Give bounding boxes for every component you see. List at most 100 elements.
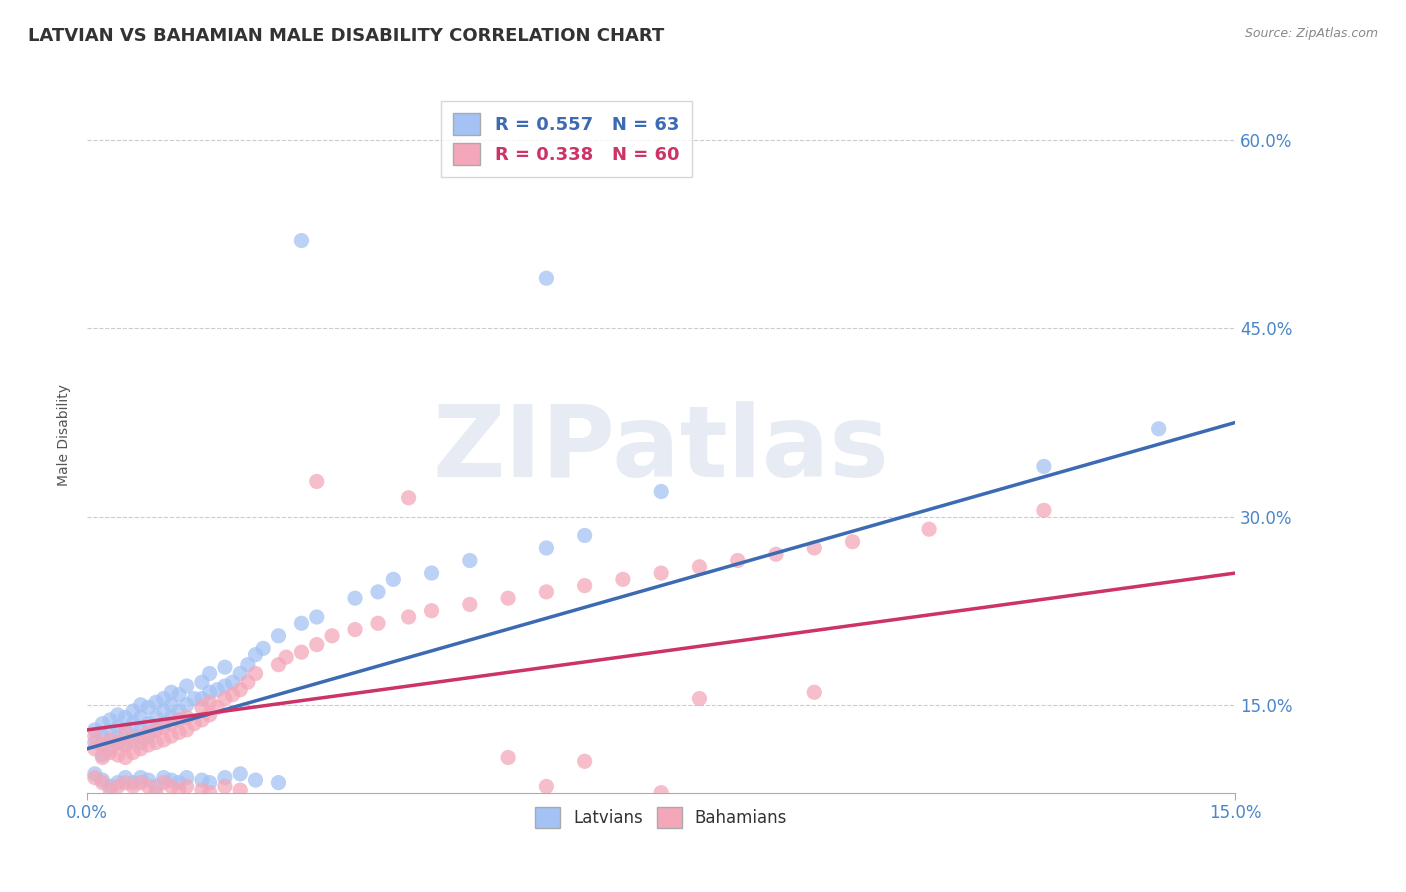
Point	[107, 735, 129, 749]
Point	[129, 771, 152, 785]
Point	[91, 738, 114, 752]
Point	[688, 559, 710, 574]
Point	[98, 713, 121, 727]
Point	[122, 729, 145, 743]
Point	[214, 691, 236, 706]
Y-axis label: Male Disability: Male Disability	[58, 384, 72, 486]
Point	[114, 738, 136, 752]
Point	[367, 585, 389, 599]
Point	[267, 657, 290, 672]
Point	[214, 679, 236, 693]
Point	[727, 553, 749, 567]
Point	[129, 735, 152, 749]
Point	[650, 484, 672, 499]
Point	[145, 695, 167, 709]
Point	[191, 675, 214, 690]
Point	[176, 771, 198, 785]
Point	[114, 750, 136, 764]
Point	[160, 698, 183, 712]
Point	[214, 660, 236, 674]
Point	[191, 713, 214, 727]
Text: LATVIAN VS BAHAMIAN MALE DISABILITY CORRELATION CHART: LATVIAN VS BAHAMIAN MALE DISABILITY CORR…	[28, 27, 665, 45]
Point	[191, 773, 214, 788]
Point	[145, 723, 167, 737]
Point	[98, 725, 121, 739]
Point	[290, 616, 312, 631]
Point	[245, 648, 267, 662]
Point	[167, 775, 190, 789]
Point	[574, 579, 596, 593]
Point	[183, 716, 205, 731]
Point	[107, 735, 129, 749]
Point	[122, 775, 145, 789]
Point	[145, 780, 167, 794]
Point	[420, 604, 443, 618]
Point	[229, 666, 252, 681]
Point	[83, 741, 105, 756]
Point	[145, 735, 167, 749]
Point	[83, 729, 105, 743]
Point	[114, 725, 136, 739]
Point	[91, 747, 114, 762]
Point	[122, 733, 145, 747]
Point	[129, 729, 152, 743]
Point	[252, 641, 274, 656]
Point	[841, 534, 863, 549]
Point	[145, 723, 167, 737]
Point	[114, 771, 136, 785]
Point	[114, 738, 136, 752]
Point	[229, 767, 252, 781]
Point	[160, 773, 183, 788]
Point	[138, 729, 160, 743]
Point	[167, 713, 190, 727]
Point	[1147, 422, 1170, 436]
Point	[367, 616, 389, 631]
Point	[191, 691, 214, 706]
Point	[207, 682, 229, 697]
Point	[152, 704, 174, 718]
Point	[191, 783, 214, 797]
Point	[183, 691, 205, 706]
Point	[207, 700, 229, 714]
Point	[114, 710, 136, 724]
Point	[83, 767, 105, 781]
Point	[458, 598, 481, 612]
Point	[91, 775, 114, 789]
Point	[574, 754, 596, 768]
Point	[229, 783, 252, 797]
Point	[198, 685, 221, 699]
Point	[167, 688, 190, 702]
Legend: Latvians, Bahamians: Latvians, Bahamians	[529, 801, 794, 834]
Point	[536, 780, 558, 794]
Point	[152, 720, 174, 734]
Point	[803, 541, 825, 555]
Point	[129, 775, 152, 789]
Point	[98, 746, 121, 760]
Point	[107, 707, 129, 722]
Point	[1032, 459, 1054, 474]
Point	[276, 650, 298, 665]
Point	[198, 786, 221, 800]
Point	[91, 750, 114, 764]
Point	[245, 773, 267, 788]
Point	[650, 566, 672, 580]
Point	[129, 741, 152, 756]
Point	[107, 747, 129, 762]
Point	[176, 780, 198, 794]
Point	[138, 773, 160, 788]
Point	[1032, 503, 1054, 517]
Point	[650, 786, 672, 800]
Point	[107, 775, 129, 789]
Point	[83, 723, 105, 737]
Point	[129, 710, 152, 724]
Point	[91, 729, 114, 743]
Point	[398, 610, 420, 624]
Point	[267, 629, 290, 643]
Point	[536, 585, 558, 599]
Point	[167, 704, 190, 718]
Point	[145, 710, 167, 724]
Point	[98, 733, 121, 747]
Point	[803, 685, 825, 699]
Point	[290, 234, 312, 248]
Point	[107, 720, 129, 734]
